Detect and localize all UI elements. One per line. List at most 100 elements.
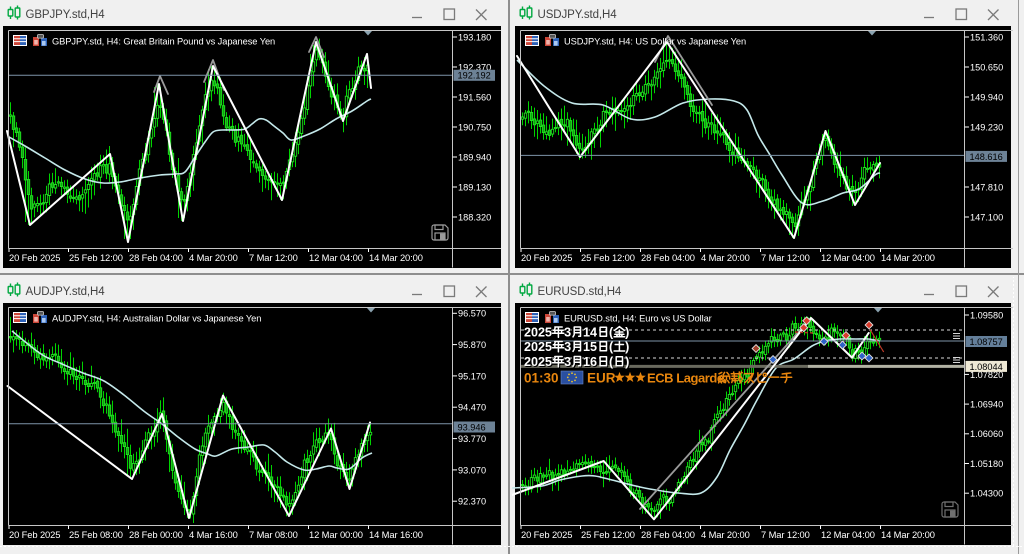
svg-text:1.08044: 1.08044	[970, 362, 1003, 372]
svg-text:7 Mar 12:00: 7 Mar 12:00	[761, 529, 810, 540]
svg-text:150.650: 150.650	[970, 62, 1003, 72]
svg-text:3: 3	[564, 355, 571, 369]
svg-text:(: (	[609, 326, 614, 340]
svg-text:(: (	[610, 356, 615, 370]
svg-text:USDJPY.std, H4: US Dollar vs: USDJPY.std, H4: US Dollar vs Japanese Ye…	[564, 36, 746, 46]
svg-text:93.946: 93.946	[458, 422, 486, 432]
svg-text:7 Mar 12:00: 7 Mar 12:00	[761, 252, 810, 263]
svg-text:3: 3	[564, 340, 571, 354]
svg-text:1.05180: 1.05180	[970, 459, 1003, 469]
svg-text:(: (	[610, 327, 615, 341]
svg-text:4 Mar 20:00: 4 Mar 20:00	[701, 252, 750, 263]
svg-text:149.940: 149.940	[970, 92, 1003, 102]
svg-text:20 Feb 2025: 20 Feb 2025	[9, 529, 60, 540]
svg-text:95.870: 95.870	[458, 340, 486, 350]
svg-text:): )	[626, 327, 630, 341]
svg-text:12 Mar 00:00: 12 Mar 00:00	[309, 529, 363, 540]
svg-text:USDJPY.std,H4: USDJPY.std,H4	[538, 9, 618, 21]
svg-text:192.370: 192.370	[458, 62, 491, 72]
svg-text:14 Mar 20:00: 14 Mar 20:00	[881, 529, 935, 540]
svg-text:(: (	[609, 340, 614, 354]
svg-text:190.750: 190.750	[458, 122, 491, 132]
svg-text:25 Feb 08:00: 25 Feb 08:00	[69, 529, 123, 540]
svg-text:3: 3	[565, 356, 572, 370]
svg-text:15: 15	[584, 341, 598, 355]
svg-text:147.810: 147.810	[970, 182, 1003, 192]
svg-text:3: 3	[564, 326, 571, 340]
svg-text:14 Mar 20:00: 14 Mar 20:00	[881, 252, 935, 263]
svg-text:189.940: 189.940	[458, 152, 491, 162]
svg-text:GBPJPY.std,H4: GBPJPY.std,H4	[26, 9, 106, 21]
svg-text:151.360: 151.360	[970, 32, 1003, 42]
svg-text:1.08757: 1.08757	[970, 337, 1003, 347]
svg-text:14: 14	[583, 326, 597, 340]
svg-text:28 Feb 04:00: 28 Feb 04:00	[641, 252, 695, 263]
svg-text:2025: 2025	[525, 356, 553, 370]
svg-text:4 Mar 20:00: 4 Mar 20:00	[701, 529, 750, 540]
svg-text:1.06060: 1.06060	[970, 429, 1003, 439]
svg-text:4 Mar 20:00: 4 Mar 20:00	[189, 252, 238, 263]
svg-text:192.192: 192.192	[458, 71, 491, 81]
svg-text:149.230: 149.230	[970, 122, 1003, 132]
svg-text:28 Feb 04:00: 28 Feb 04:00	[129, 252, 183, 263]
svg-text:25 Feb 12:00: 25 Feb 12:00	[581, 529, 635, 540]
svg-text:25 Feb 12:00: 25 Feb 12:00	[581, 252, 635, 263]
svg-text:7 Mar 08:00: 7 Mar 08:00	[249, 529, 298, 540]
svg-text:20 Feb 2025: 20 Feb 2025	[9, 252, 60, 263]
svg-text:ECB Lagarde: ECB Lagarde	[647, 371, 724, 386]
svg-text:7 Mar 12:00: 7 Mar 12:00	[249, 252, 298, 263]
svg-text:4 Mar 16:00: 4 Mar 16:00	[189, 529, 238, 540]
svg-text:2025: 2025	[525, 327, 553, 341]
svg-text:28 Feb 04:00: 28 Feb 04:00	[641, 529, 695, 540]
svg-text:1.07820: 1.07820	[970, 370, 1003, 380]
svg-text:): )	[626, 341, 630, 355]
svg-text:3: 3	[565, 327, 572, 341]
svg-text:): )	[626, 356, 630, 370]
svg-text:14: 14	[584, 327, 598, 341]
svg-text:2025: 2025	[524, 355, 552, 369]
svg-text:12 Mar 04:00: 12 Mar 04:00	[821, 252, 875, 263]
svg-text:AUDJPY.std,H4: AUDJPY.std,H4	[26, 286, 106, 298]
svg-text:(: (	[609, 355, 614, 369]
svg-text:): )	[625, 340, 629, 354]
svg-text:EUR: EUR	[587, 371, 616, 386]
svg-text:12 Mar 04:00: 12 Mar 04:00	[309, 252, 363, 263]
svg-text:): )	[625, 355, 629, 369]
svg-text:188.320: 188.320	[458, 212, 491, 222]
svg-text:93.770: 93.770	[458, 434, 486, 444]
svg-text:93.070: 93.070	[458, 465, 486, 475]
svg-text:(: (	[610, 341, 615, 355]
svg-text:01:30: 01:30	[524, 371, 559, 386]
svg-text:147.100: 147.100	[970, 212, 1003, 222]
svg-text:92.370: 92.370	[458, 497, 486, 507]
svg-text:94.470: 94.470	[458, 403, 486, 413]
svg-text:191.560: 191.560	[458, 92, 491, 102]
svg-text:): )	[625, 326, 629, 340]
svg-text:2025: 2025	[524, 326, 552, 340]
svg-text:189.130: 189.130	[458, 182, 491, 192]
svg-text:EURUSD.std,H4: EURUSD.std,H4	[538, 286, 622, 298]
svg-text:25 Feb 12:00: 25 Feb 12:00	[69, 252, 123, 263]
svg-text:1.04300: 1.04300	[970, 489, 1003, 499]
svg-text:15: 15	[583, 340, 597, 354]
svg-text:193.180: 193.180	[458, 32, 491, 42]
svg-text:2025: 2025	[524, 340, 552, 354]
svg-text:3: 3	[565, 341, 572, 355]
svg-text:20 Feb 2025: 20 Feb 2025	[521, 252, 572, 263]
svg-text:16: 16	[583, 355, 597, 369]
svg-text:EURUSD.std, H4: Euro vs US Do: EURUSD.std, H4: Euro vs US Dollar	[564, 313, 712, 323]
svg-text:12 Mar 04:00: 12 Mar 04:00	[821, 529, 875, 540]
svg-text:14 Mar 16:00: 14 Mar 16:00	[369, 529, 423, 540]
svg-text:AUDJPY.std, H4: Australian Do: AUDJPY.std, H4: Australian Dollar vs Jap…	[52, 313, 261, 323]
svg-text:2025: 2025	[525, 341, 553, 355]
svg-text:GBPJPY.std, H4: Great Britain: GBPJPY.std, H4: Great Britain Pound vs J…	[52, 36, 275, 46]
svg-text:1.09580: 1.09580	[970, 310, 1003, 320]
svg-text:95.170: 95.170	[458, 371, 486, 381]
svg-text:20 Feb 2025: 20 Feb 2025	[521, 529, 572, 540]
svg-text:16: 16	[584, 356, 598, 370]
svg-text:96.570: 96.570	[458, 309, 486, 319]
svg-text:148.616: 148.616	[970, 152, 1003, 162]
svg-text:14 Mar 20:00: 14 Mar 20:00	[369, 252, 423, 263]
svg-text:1.06940: 1.06940	[970, 400, 1003, 410]
svg-text:28 Feb 00:00: 28 Feb 00:00	[129, 529, 183, 540]
